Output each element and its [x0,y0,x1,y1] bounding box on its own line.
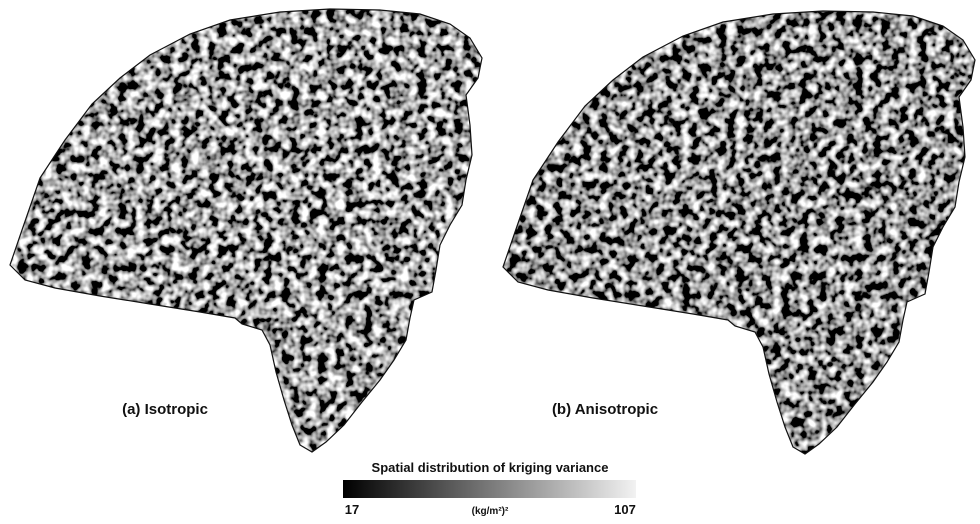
variance-surface [10,9,482,452]
variance-surface [503,11,975,454]
panel-label: (a) Isotropic [122,401,208,418]
map-isotropic: (a) Isotropic [9,8,483,453]
map-anisotropic: (b) Anisotropic [502,10,976,455]
colorbar-title: Spatial distribution of kriging variance [372,460,609,475]
colorbar-min: 17 [345,502,359,517]
colorbar: Spatial distribution of kriging variance… [343,460,636,517]
colorbar-gradient [343,480,636,498]
panel-label: (b) Anisotropic [552,401,658,418]
colorbar-max: 107 [614,502,636,517]
colorbar-unit: (kg/m²)² [472,506,509,517]
